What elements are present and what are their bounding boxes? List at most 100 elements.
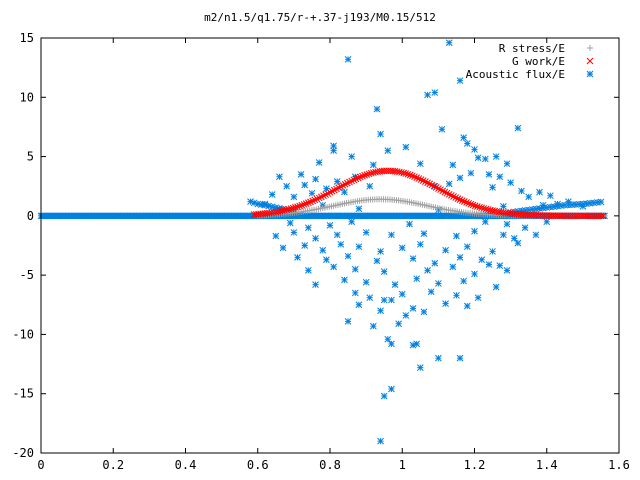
acoustic-flux-point (431, 259, 439, 267)
acoustic-flux-point (413, 275, 421, 283)
series-g-work-point (404, 170, 412, 178)
acoustic-flux-point (489, 248, 496, 255)
series-g-work-point (476, 203, 483, 211)
legend-marker-acoustic-flux (586, 70, 594, 78)
y-tick: -15 (12, 387, 619, 401)
x-tick-label: 1.6 (608, 458, 630, 472)
series-g-work-point (465, 199, 473, 207)
acoustic-flux-point (416, 240, 424, 248)
acoustic-flux-point (261, 200, 269, 208)
series-g-work-point (478, 204, 486, 212)
acoustic-flux-point (351, 289, 359, 297)
legend-marker-g-work-mark (586, 57, 594, 65)
acoustic-flux-point (355, 205, 363, 213)
acoustic-flux-point (492, 283, 500, 291)
acoustic-flux-point (453, 232, 460, 240)
acoustic-flux-point (536, 188, 543, 196)
y-tick-label: -10 (12, 327, 34, 341)
acoustic-flux-point (380, 392, 388, 400)
acoustic-flux-point (247, 198, 254, 205)
acoustic-flux-point (276, 173, 283, 181)
series-g-work-point (419, 177, 427, 184)
acoustic-flux-point (402, 143, 410, 151)
acoustic-flux-point (554, 200, 561, 208)
x-tick-label: 1.2 (464, 458, 486, 472)
x-tick: 0.8 (319, 38, 341, 472)
series-g-work (250, 167, 607, 220)
series-g-work-point (424, 179, 431, 187)
acoustic-flux-point (337, 240, 345, 248)
series-g-work-point (311, 196, 319, 204)
series-g-work-point (454, 195, 462, 202)
y-tick-label: 5 (27, 150, 34, 164)
series-g-work-point (317, 193, 325, 201)
acoustic-flux-point (420, 308, 428, 316)
acoustic-flux-point (481, 218, 489, 226)
acoustic-flux-point (406, 220, 413, 228)
series-g-work-point (346, 178, 353, 186)
acoustic-flux-point (416, 160, 424, 168)
series-g-work-point (422, 178, 429, 186)
legend-marker-r-stress-mark (587, 45, 593, 51)
y-tick-label: -15 (12, 387, 34, 401)
acoustic-flux-point (539, 201, 547, 209)
acoustic-flux-point (420, 230, 428, 237)
y-tick-label: 15 (20, 31, 34, 45)
acoustic-flux-point (514, 124, 522, 132)
acoustic-flux-point (297, 171, 305, 178)
series-g-work-point (398, 169, 405, 176)
acoustic-flux-point (431, 89, 439, 96)
series-g-work-point (463, 199, 470, 206)
series-g-work-point (471, 202, 479, 210)
series-g-work-point (450, 193, 457, 200)
acoustic-flux-point (424, 91, 431, 99)
series-g-work-point (287, 205, 295, 212)
acoustic-flux-point (471, 146, 478, 153)
acoustic-flux-point (449, 263, 457, 271)
acoustic-flux-point (597, 198, 605, 206)
series-g-work-point (461, 198, 468, 205)
acoustic-flux-point (453, 291, 460, 299)
acoustic-flux-point (503, 160, 511, 168)
legend-marker-r-stress (587, 45, 593, 51)
acoustic-flux-point (500, 231, 507, 239)
legend-label-g-work: G work/E (512, 55, 565, 68)
series-g-work-point (291, 204, 299, 211)
acoustic-flux-point (369, 161, 377, 169)
acoustic-flux-point (543, 218, 551, 226)
acoustic-flux-point (500, 203, 507, 210)
x-tick: 0.6 (247, 38, 269, 472)
acoustic-flux-point (402, 312, 410, 319)
series-g-work-point (283, 206, 291, 214)
acoustic-flux-point (304, 267, 312, 274)
acoustic-flux-point (496, 262, 504, 270)
series-g-work-point (363, 171, 371, 178)
series-g-work-point (361, 171, 369, 179)
acoustic-flux-point (326, 221, 334, 229)
series-layer (37, 39, 608, 445)
acoustic-flux-point (463, 302, 471, 310)
x-tick-label: 0.4 (175, 458, 197, 472)
acoustic-flux-point (344, 318, 352, 325)
acoustic-flux-point (456, 354, 464, 362)
series-g-work-point (315, 194, 323, 202)
acoustic-flux-point (333, 178, 341, 185)
acoustic-flux-point (384, 147, 392, 154)
series-g-work-point (294, 203, 301, 211)
acoustic-flux-point (492, 153, 500, 160)
acoustic-flux-point (481, 155, 489, 163)
acoustic-flux-point (323, 256, 330, 264)
series-g-work-point (304, 199, 312, 207)
acoustic-flux-point (518, 187, 525, 195)
series-g-work-point (285, 205, 293, 213)
acoustic-flux-point (471, 227, 478, 235)
series-g-work-point (350, 176, 358, 184)
acoustic-flux-point (456, 254, 464, 261)
x-tick-label: 0 (37, 458, 44, 472)
acoustic-flux-point (514, 239, 522, 247)
series-g-work-point (300, 201, 308, 208)
acoustic-flux-point (435, 354, 442, 362)
acoustic-flux-point (445, 39, 453, 47)
acoustic-flux-point (290, 229, 298, 236)
acoustic-flux-point (377, 437, 384, 445)
